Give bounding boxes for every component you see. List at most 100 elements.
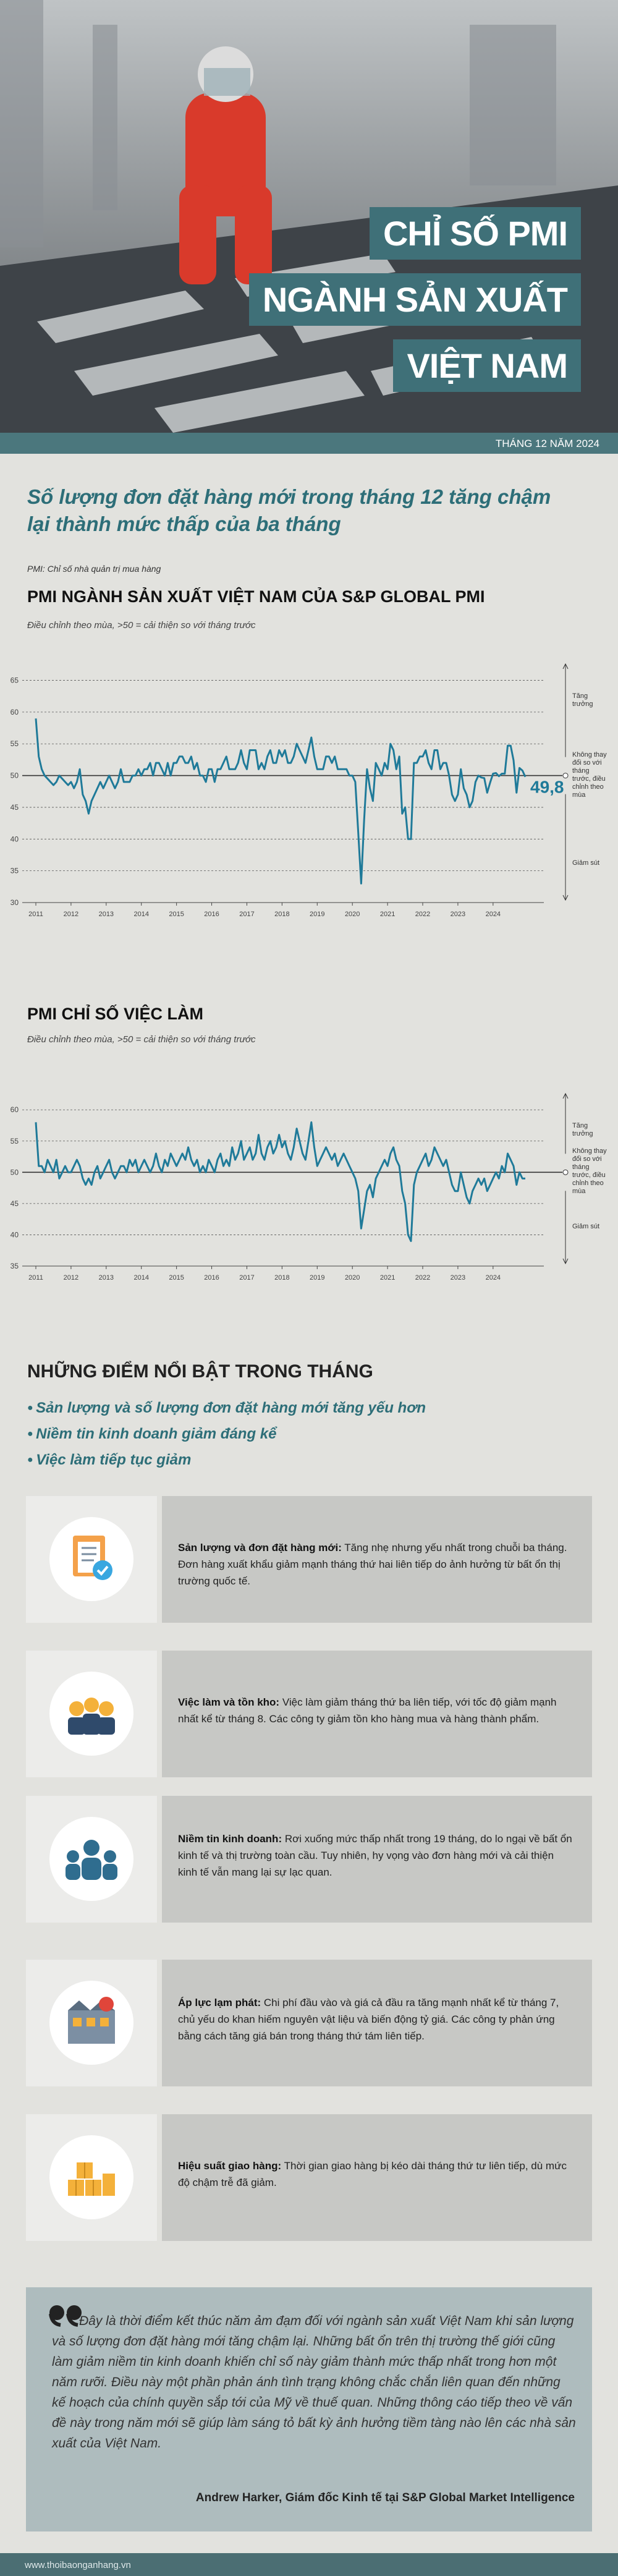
x-tick-label: 2023 — [451, 1274, 465, 1282]
x-tick-label: 2013 — [99, 1274, 114, 1282]
card-icon — [49, 1981, 133, 2065]
x-tick-label: 2018 — [274, 911, 289, 918]
note: PMI: Chỉ số nhà quản trị mua hàng — [27, 564, 161, 574]
highlights-title: NHỮNG ĐIỂM NỔI BẬT TRONG THÁNG — [27, 1361, 373, 1382]
chart-subtitle: Điều chỉnh theo mùa, >50 = cải thiện so … — [27, 1034, 256, 1045]
chart: 35 40 45 50 55 60 2011 2012 2013 2014 2015 2016 2017… — [11, 1092, 569, 1282]
data-line — [35, 1121, 525, 1243]
card-title: Niềm tin kinh doanh: — [178, 1833, 282, 1845]
card-right — [162, 1960, 592, 2086]
x-tick-label: 2011 — [28, 911, 43, 918]
annotation: Tăng trưởng — [572, 692, 593, 708]
y-tick-label: 45 — [11, 803, 19, 812]
y-tick-label: 60 — [11, 1105, 19, 1114]
x-tick-label: 2022 — [415, 911, 430, 918]
x-tick-label: 2024 — [486, 1274, 501, 1282]
quote-icon — [49, 2305, 82, 2327]
title-line: NGÀNH SẢN XUẤT — [248, 273, 581, 326]
card-right — [162, 1496, 592, 1623]
y-tick-label: 30 — [11, 898, 19, 907]
arrow-up — [562, 1092, 569, 1154]
data-line — [35, 718, 527, 885]
x-tick-label: 2012 — [64, 911, 78, 918]
card-icon — [49, 1672, 133, 1756]
x-tick-label: 2021 — [380, 1274, 395, 1282]
x-tick-label: 2020 — [345, 911, 360, 918]
card-icon — [49, 2135, 133, 2219]
x-tick-label: 2022 — [415, 1274, 430, 1282]
x-tick-label: 2017 — [239, 911, 254, 918]
x-tick-label: 2014 — [133, 911, 148, 918]
y-tick-label: 55 — [11, 739, 19, 748]
card-text: Niềm tin kinh doanh: Rơi xuống mức thấp … — [178, 1830, 574, 1881]
quote-box — [26, 2287, 592, 2531]
annotation: Không thay đổi so với tháng trước, điều … — [572, 750, 607, 799]
x-tick-label: 2019 — [310, 1274, 324, 1282]
y-tick-label: 65 — [11, 676, 19, 685]
highlight-item: Việc làm tiếp tục giảm — [27, 1452, 191, 1469]
highlight-item: Sản lượng và số lượng đơn đặt hàng mới t… — [27, 1400, 426, 1417]
card-title: Áp lực lạm phát: — [178, 1997, 261, 2009]
x-tick-label: 2018 — [274, 1274, 289, 1282]
chart-subtitle: Điều chỉnh theo mùa, >50 = cải thiện so … — [27, 620, 256, 631]
card-body: Rơi xuống mức thấp nhất trong 19 tháng, … — [178, 1833, 572, 1878]
y-tick-label: 50 — [11, 772, 19, 780]
card-text: Áp lực lạm phát: Chi phí đầu vào và giá … — [178, 1994, 574, 2044]
y-tick-label: 35 — [11, 867, 19, 875]
card-body: Tăng nhẹ nhưng yếu nhất trong chuỗi ba t… — [178, 1542, 567, 1587]
reference-dot — [562, 1169, 569, 1175]
y-tick-label: 35 — [11, 1262, 19, 1270]
card-right — [162, 2114, 592, 2241]
chart-title: PMI CHỈ SỐ VIỆC LÀM — [27, 1005, 204, 1023]
card-title: Sản lượng và đơn đặt hàng mới: — [178, 1542, 342, 1554]
card-right — [162, 1796, 592, 1923]
chart: 30 35 40 45 50 55 60 65 2011 2012 2013 2014 2015 2016… — [11, 663, 569, 918]
card-icon — [49, 1517, 133, 1601]
card-body: Thời gian giao hàng bị kéo dài tháng thứ… — [178, 2160, 567, 2188]
card-text: Sản lượng và đơn đặt hàng mới: Tăng nhẹ … — [178, 1539, 574, 1589]
x-tick-label: 2015 — [169, 1274, 184, 1282]
title-line: CHỈ SỐ PMI — [369, 207, 581, 260]
arrow-down — [562, 794, 569, 901]
arrow-down — [562, 1191, 569, 1265]
highlight-item: Niềm tin kinh doanh giảm đáng kể — [27, 1426, 276, 1443]
card-icon — [49, 1817, 133, 1901]
footer: www.thoibaonganhang.vn — [25, 2560, 131, 2570]
card-right — [162, 1651, 592, 1777]
card-text: Hiệu suất giao hàng: Thời gian giao hàng… — [178, 2157, 574, 2191]
footer-bar — [0, 2553, 618, 2576]
x-tick-label: 2016 — [204, 911, 219, 918]
y-tick-label: 40 — [11, 1230, 19, 1239]
date-band — [0, 433, 618, 454]
card-title: Hiệu suất giao hàng: — [178, 2160, 282, 2172]
y-tick-label: 50 — [11, 1168, 19, 1176]
annotation: Giảm sút — [572, 859, 600, 867]
x-tick-label: 2017 — [239, 1274, 254, 1282]
x-tick-label: 2012 — [64, 1274, 78, 1282]
headline: Số lượng đơn đặt hàng mới trong tháng 12… — [27, 485, 551, 535]
card-body: Chi phí đầu vào và giá cả đầu ra tăng mạ… — [178, 1997, 559, 2042]
x-tick-label: 2011 — [28, 1274, 43, 1282]
annotation: Tăng trưởng — [572, 1122, 593, 1137]
y-tick-label: 40 — [11, 835, 19, 843]
card-body: Việc làm giảm tháng thứ ba liên tiếp, vớ… — [178, 1696, 557, 1725]
x-tick-label: 2013 — [99, 911, 114, 918]
x-tick-label: 2021 — [380, 911, 395, 918]
annotation: Giảm sút — [572, 1223, 600, 1230]
latest-label: 49,8 — [530, 778, 564, 797]
reference-dot — [562, 773, 569, 779]
date: THÁNG 12 NĂM 2024 — [495, 438, 599, 449]
x-tick-label: 2019 — [310, 911, 324, 918]
arrow-up — [562, 663, 569, 757]
x-tick-label: 2024 — [486, 911, 501, 918]
y-tick-label: 45 — [11, 1199, 19, 1208]
x-tick-label: 2014 — [133, 1274, 148, 1282]
x-tick-label: 2016 — [204, 1274, 219, 1282]
x-tick-label: 2015 — [169, 911, 184, 918]
quote-author: Andrew Harker, Giám đốc Kinh tế tại S&P … — [195, 2491, 575, 2504]
y-tick-label: 55 — [11, 1137, 19, 1146]
y-tick-label: 60 — [11, 708, 19, 716]
quote-text: Đây là thời điểm kết thúc năm ảm đạm đối… — [52, 2314, 576, 2451]
annotation: Không thay đổi so với tháng trước, điều … — [572, 1147, 607, 1196]
